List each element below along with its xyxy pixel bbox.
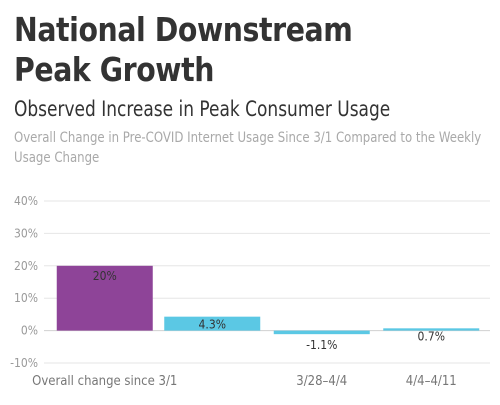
y-tick-label: 0% xyxy=(21,324,38,338)
y-tick-label: 30% xyxy=(14,226,38,240)
chart-description: Overall Change in Pre-COVID Internet Usa… xyxy=(14,130,482,166)
bar xyxy=(383,328,480,331)
bar xyxy=(164,316,261,331)
x-category-label: Overall change since 3/1 xyxy=(32,374,177,389)
y-tick-label: 40% xyxy=(14,194,38,208)
chart-title: National Downstream Peak Growth xyxy=(14,10,353,89)
data-label: 0.7% xyxy=(418,330,445,344)
y-tick-label: 10% xyxy=(14,291,38,305)
x-category-label: 4/4–4/11 xyxy=(406,374,457,389)
data-label: -1.1% xyxy=(306,338,337,352)
bar xyxy=(56,265,153,331)
y-tick-label: -10% xyxy=(10,356,38,370)
chart-subtitle: Observed Increase in Peak Consumer Usage xyxy=(14,97,391,121)
y-tick-label: 20% xyxy=(14,259,38,273)
data-label: 4.3% xyxy=(199,318,226,332)
bar xyxy=(273,330,370,335)
x-category-label: 3/28–4/4 xyxy=(296,374,347,389)
data-label: 20% xyxy=(93,269,117,283)
